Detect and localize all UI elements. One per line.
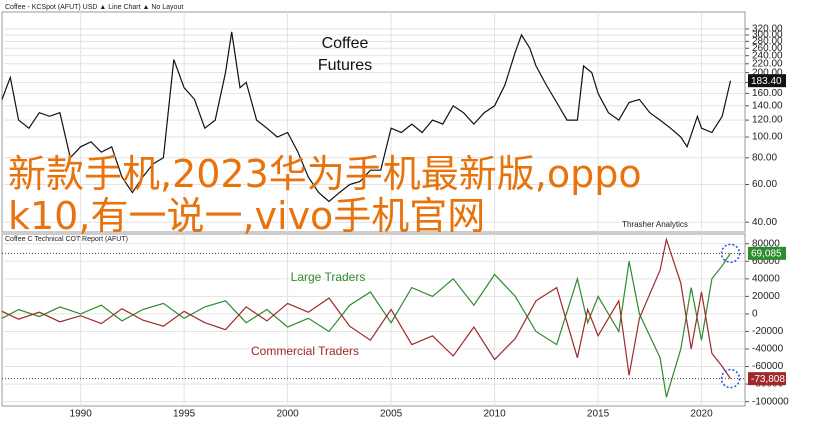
highlight-circle (720, 243, 741, 264)
y-tick-label: 40.00 (752, 217, 777, 228)
y-tick-label: 140.00 (752, 100, 783, 111)
x-tick-label: 2020 (690, 409, 713, 420)
y-tick-label: -60000 (752, 361, 784, 372)
panel-frame (1, 233, 746, 407)
y-tick-label: 220.00 (752, 58, 783, 69)
x-tick-label: 1995 (173, 409, 196, 420)
y-tick-label: 260.00 (752, 43, 783, 54)
highlight-circle (720, 368, 741, 389)
y-tick-label: 100.00 (752, 132, 783, 143)
x-tick-label: 2010 (483, 409, 506, 420)
overlay-text: 新款手机,2023华为手机最新版,oppo k10,有一说一,vivo手机官网 (8, 152, 642, 238)
y-tick-label: -40000 (752, 344, 784, 355)
value-label: 69,085 (751, 248, 782, 259)
y-tick-label: 240.00 (752, 50, 783, 61)
y-tick-label: 160.00 (752, 88, 783, 99)
annotation: Thrasher Analytics (622, 220, 688, 229)
chart-title: Coffee Futures (317, 35, 373, 74)
value-label-box (748, 246, 786, 260)
y-tick-label: 320.00 (752, 24, 783, 35)
x-tick-label: 2000 (276, 409, 299, 420)
x-tick-label: 1990 (70, 409, 93, 420)
x-tick-label: 2005 (380, 409, 403, 420)
value-label-box (748, 372, 786, 386)
value-label-box (748, 74, 786, 88)
y-tick-label: -20000 (752, 326, 784, 337)
y-tick-label: 300.00 (752, 30, 783, 41)
series-line (1, 237, 731, 379)
value-label: 183.40 (751, 76, 782, 87)
y-tick-label: 80000 (752, 238, 780, 249)
y-tick-label: 80.00 (752, 152, 777, 163)
y-tick-label: 60000 (752, 256, 780, 267)
panel-header: Coffee - KCSpot (AFUT) USD ▲ Line Chart … (5, 4, 183, 11)
y-tick-label: 40000 (752, 273, 780, 284)
panel-frame (1, 11, 746, 233)
series-line (1, 252, 731, 398)
y-tick-label: 200.00 (752, 67, 783, 78)
y-tick-label: 0 (752, 309, 758, 320)
x-tick-label: 2015 (587, 409, 610, 420)
y-tick-label: 120.00 (752, 115, 783, 126)
y-tick-label: 280.00 (752, 36, 783, 47)
y-tick-label: 60.00 (752, 179, 777, 190)
value-label: -73,808 (751, 374, 785, 385)
series-line (1, 31, 732, 203)
y-tick-label: 20000 (752, 291, 780, 302)
y-tick-label: -100000 (752, 396, 789, 407)
series-label: Commercial Traders (251, 344, 359, 358)
panel-header: Coffee C Technical COT Report (AFUT) (5, 236, 128, 243)
series-label: Large Traders (291, 270, 366, 284)
